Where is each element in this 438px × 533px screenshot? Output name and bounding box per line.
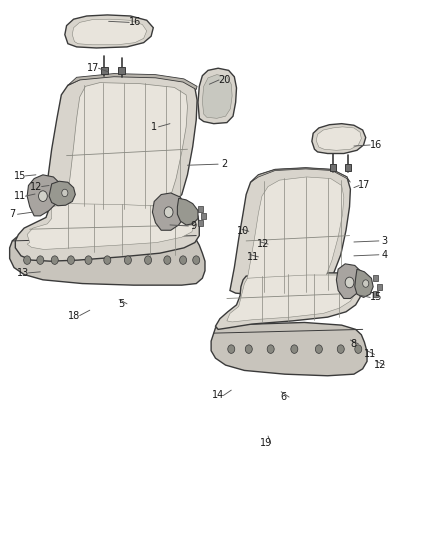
Text: 17: 17 (87, 63, 99, 73)
Polygon shape (345, 164, 351, 171)
Circle shape (228, 345, 235, 353)
Polygon shape (355, 269, 373, 297)
Circle shape (164, 207, 173, 217)
Polygon shape (10, 233, 205, 285)
Polygon shape (336, 264, 361, 298)
Circle shape (315, 345, 322, 353)
Circle shape (124, 256, 131, 264)
Polygon shape (65, 15, 153, 48)
Circle shape (39, 191, 47, 201)
Polygon shape (198, 68, 237, 124)
Text: 17: 17 (358, 181, 371, 190)
Circle shape (180, 256, 187, 264)
Polygon shape (227, 275, 357, 322)
Text: 12: 12 (374, 360, 386, 370)
Text: 8: 8 (351, 339, 357, 349)
Polygon shape (330, 164, 336, 171)
Circle shape (355, 345, 362, 353)
Polygon shape (373, 275, 378, 281)
Text: 14: 14 (212, 391, 224, 400)
Polygon shape (373, 291, 378, 297)
Polygon shape (316, 127, 361, 150)
Polygon shape (377, 284, 382, 290)
Circle shape (164, 256, 171, 264)
Circle shape (85, 256, 92, 264)
Text: 15: 15 (14, 171, 26, 181)
Text: 15: 15 (370, 293, 382, 302)
Polygon shape (198, 220, 203, 226)
Text: 1: 1 (151, 122, 157, 132)
Polygon shape (15, 200, 199, 261)
Text: 10: 10 (237, 227, 249, 236)
Polygon shape (312, 124, 366, 154)
Polygon shape (198, 206, 203, 212)
Circle shape (345, 277, 354, 288)
Polygon shape (43, 76, 197, 213)
Polygon shape (201, 213, 206, 219)
Polygon shape (118, 67, 125, 74)
Circle shape (267, 345, 274, 353)
Text: 9: 9 (191, 221, 197, 231)
Polygon shape (101, 67, 108, 74)
Text: 6: 6 (281, 392, 287, 402)
Circle shape (363, 280, 369, 287)
Circle shape (24, 256, 31, 264)
Polygon shape (49, 181, 75, 206)
Polygon shape (177, 198, 198, 225)
Circle shape (62, 189, 68, 197)
Text: 5: 5 (119, 299, 125, 309)
Text: 12: 12 (30, 182, 42, 191)
Circle shape (104, 256, 111, 264)
Polygon shape (211, 322, 367, 376)
Text: 20: 20 (218, 75, 230, 85)
Polygon shape (68, 74, 197, 90)
Text: 18: 18 (67, 311, 80, 320)
Polygon shape (72, 19, 147, 45)
Polygon shape (251, 168, 350, 182)
Text: 3: 3 (381, 236, 388, 246)
Polygon shape (27, 204, 195, 249)
Circle shape (145, 256, 152, 264)
Text: 12: 12 (257, 239, 269, 249)
Polygon shape (246, 177, 344, 293)
Text: 4: 4 (381, 250, 388, 260)
Text: 2: 2 (221, 159, 227, 169)
Circle shape (245, 345, 252, 353)
Text: 7: 7 (9, 209, 15, 219)
Text: 19: 19 (260, 439, 272, 448)
Polygon shape (202, 75, 232, 118)
Text: 16: 16 (370, 140, 382, 150)
Polygon shape (67, 83, 187, 209)
Circle shape (51, 256, 58, 264)
Circle shape (67, 256, 74, 264)
Polygon shape (27, 175, 60, 216)
Text: 11: 11 (364, 350, 376, 359)
Polygon shape (215, 273, 361, 329)
Text: 11: 11 (14, 191, 26, 201)
Circle shape (37, 256, 44, 264)
Polygon shape (230, 168, 350, 294)
Text: 13: 13 (17, 268, 29, 278)
Circle shape (291, 345, 298, 353)
Circle shape (337, 345, 344, 353)
Circle shape (193, 256, 200, 264)
Text: 16: 16 (129, 18, 141, 27)
Text: 11: 11 (247, 252, 259, 262)
Polygon shape (152, 193, 185, 230)
